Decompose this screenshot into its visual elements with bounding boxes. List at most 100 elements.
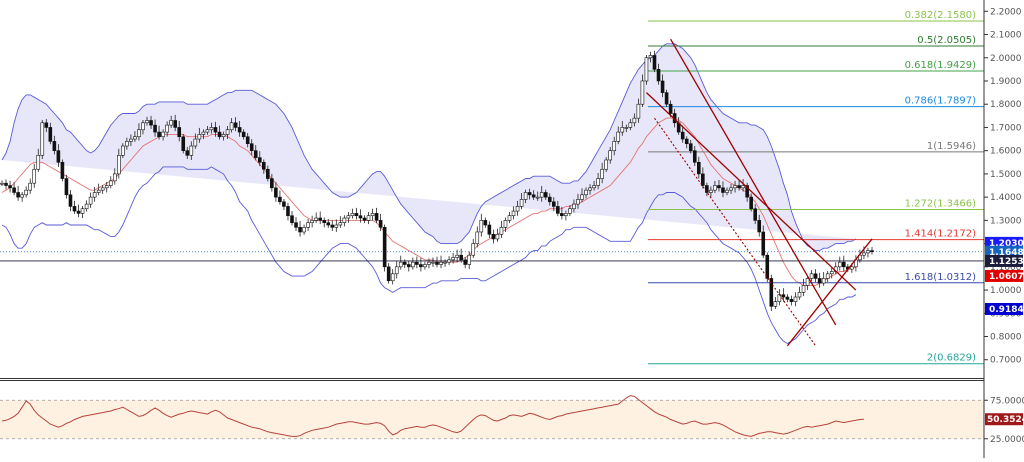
candle-body	[233, 122, 238, 128]
candle-body	[153, 124, 157, 133]
candle-body	[197, 134, 202, 140]
candle-body	[697, 161, 701, 175]
candle-body	[286, 206, 290, 217]
candle-body	[137, 129, 141, 138]
candle-body	[92, 192, 97, 198]
candle-body	[306, 222, 310, 228]
candle-body	[825, 273, 830, 279]
price-tag	[985, 254, 1023, 267]
candle-body	[338, 222, 343, 226]
candle-body	[495, 233, 500, 240]
fib-level-label: 0.382(2.1580)	[905, 10, 977, 21]
candle-body	[668, 103, 673, 114]
trend-line	[654, 117, 817, 347]
candle-body	[173, 120, 177, 128]
price-tag-label: 0.9184	[989, 305, 1024, 315]
candle-body	[64, 178, 69, 196]
candle-body	[862, 252, 866, 256]
candle-body	[560, 213, 564, 217]
candle-body	[737, 185, 741, 189]
price-tag-label: 1.1253	[989, 257, 1024, 267]
candle-body	[511, 210, 516, 217]
candle-body	[576, 199, 580, 205]
candle-body	[28, 182, 32, 191]
candle-body	[753, 208, 757, 221]
candle-body	[274, 187, 278, 198]
price-tick-label: 2.1000	[990, 31, 1022, 41]
candle-body	[600, 168, 604, 179]
candle-body	[842, 261, 846, 268]
candle-body	[262, 161, 266, 170]
candle-body	[717, 185, 721, 189]
candle-body	[314, 217, 318, 221]
candle-body	[346, 215, 351, 219]
candle-body	[330, 224, 335, 228]
rsi-tick-label: 75.0000	[990, 396, 1024, 406]
candle-body	[431, 261, 435, 264]
candle-body	[471, 243, 476, 256]
candle-body	[837, 261, 842, 268]
candle-body	[620, 127, 625, 133]
candle-body	[121, 145, 125, 156]
candle-body	[20, 194, 24, 198]
candle-body	[161, 131, 165, 138]
candle-body	[660, 80, 665, 93]
price-tag	[985, 245, 1023, 258]
candle-body	[112, 173, 117, 182]
candle-body	[177, 127, 182, 138]
candle-body	[56, 150, 61, 163]
candle-body	[266, 168, 270, 179]
candle-body	[692, 150, 697, 163]
price-tick-label: 1.9000	[990, 77, 1022, 87]
candle-body	[785, 296, 790, 300]
candle-body	[817, 278, 822, 284]
candle-body	[419, 264, 423, 268]
candle-body	[644, 57, 649, 82]
candle-body	[515, 206, 520, 212]
candle-body	[781, 294, 786, 298]
candle-body	[217, 131, 222, 138]
candle-body	[237, 127, 242, 133]
candle-body	[245, 136, 250, 145]
price-tick-label: 1.3000	[990, 216, 1022, 226]
price-panel: 0.382(2.1580) 0.5(2.0505) 0.618(1.9429) 0.7…	[0, 10, 984, 365]
price-tick-label: 1.6000	[990, 147, 1022, 157]
bollinger-upper-line	[1, 43, 857, 252]
candle-body	[773, 301, 778, 307]
candle-body	[769, 278, 774, 307]
candle-body	[48, 127, 53, 142]
candle-body	[523, 192, 528, 200]
candle-body	[531, 194, 536, 198]
candle-body	[584, 189, 588, 196]
candle-body	[640, 80, 645, 105]
candle-body	[596, 178, 600, 186]
candle-body	[535, 196, 540, 199]
candle-body	[427, 261, 431, 265]
rsi-value-tag	[985, 413, 1023, 426]
candle-body	[318, 217, 322, 221]
candle-body	[249, 143, 254, 151]
candle-body	[290, 215, 294, 223]
candle-body	[157, 131, 161, 138]
candle-body	[60, 161, 65, 179]
candle-body	[568, 208, 572, 214]
price-tag-label: 1.0607	[989, 272, 1024, 282]
candle-body	[443, 261, 447, 264]
candle-body	[547, 196, 552, 203]
candle-body	[491, 233, 496, 240]
candle-body	[483, 220, 488, 226]
candle-body	[189, 145, 194, 156]
candle-body	[580, 194, 584, 200]
candle-body	[354, 213, 359, 217]
candle-body	[435, 261, 439, 265]
candle-body	[96, 189, 101, 193]
candle-body	[415, 261, 419, 265]
candle-body	[24, 189, 28, 196]
candle-body	[616, 131, 621, 142]
candle-body	[564, 213, 568, 217]
candle-body	[322, 220, 327, 223]
candle-body	[12, 187, 16, 193]
candle-body	[701, 173, 705, 186]
candle-body	[487, 224, 492, 235]
